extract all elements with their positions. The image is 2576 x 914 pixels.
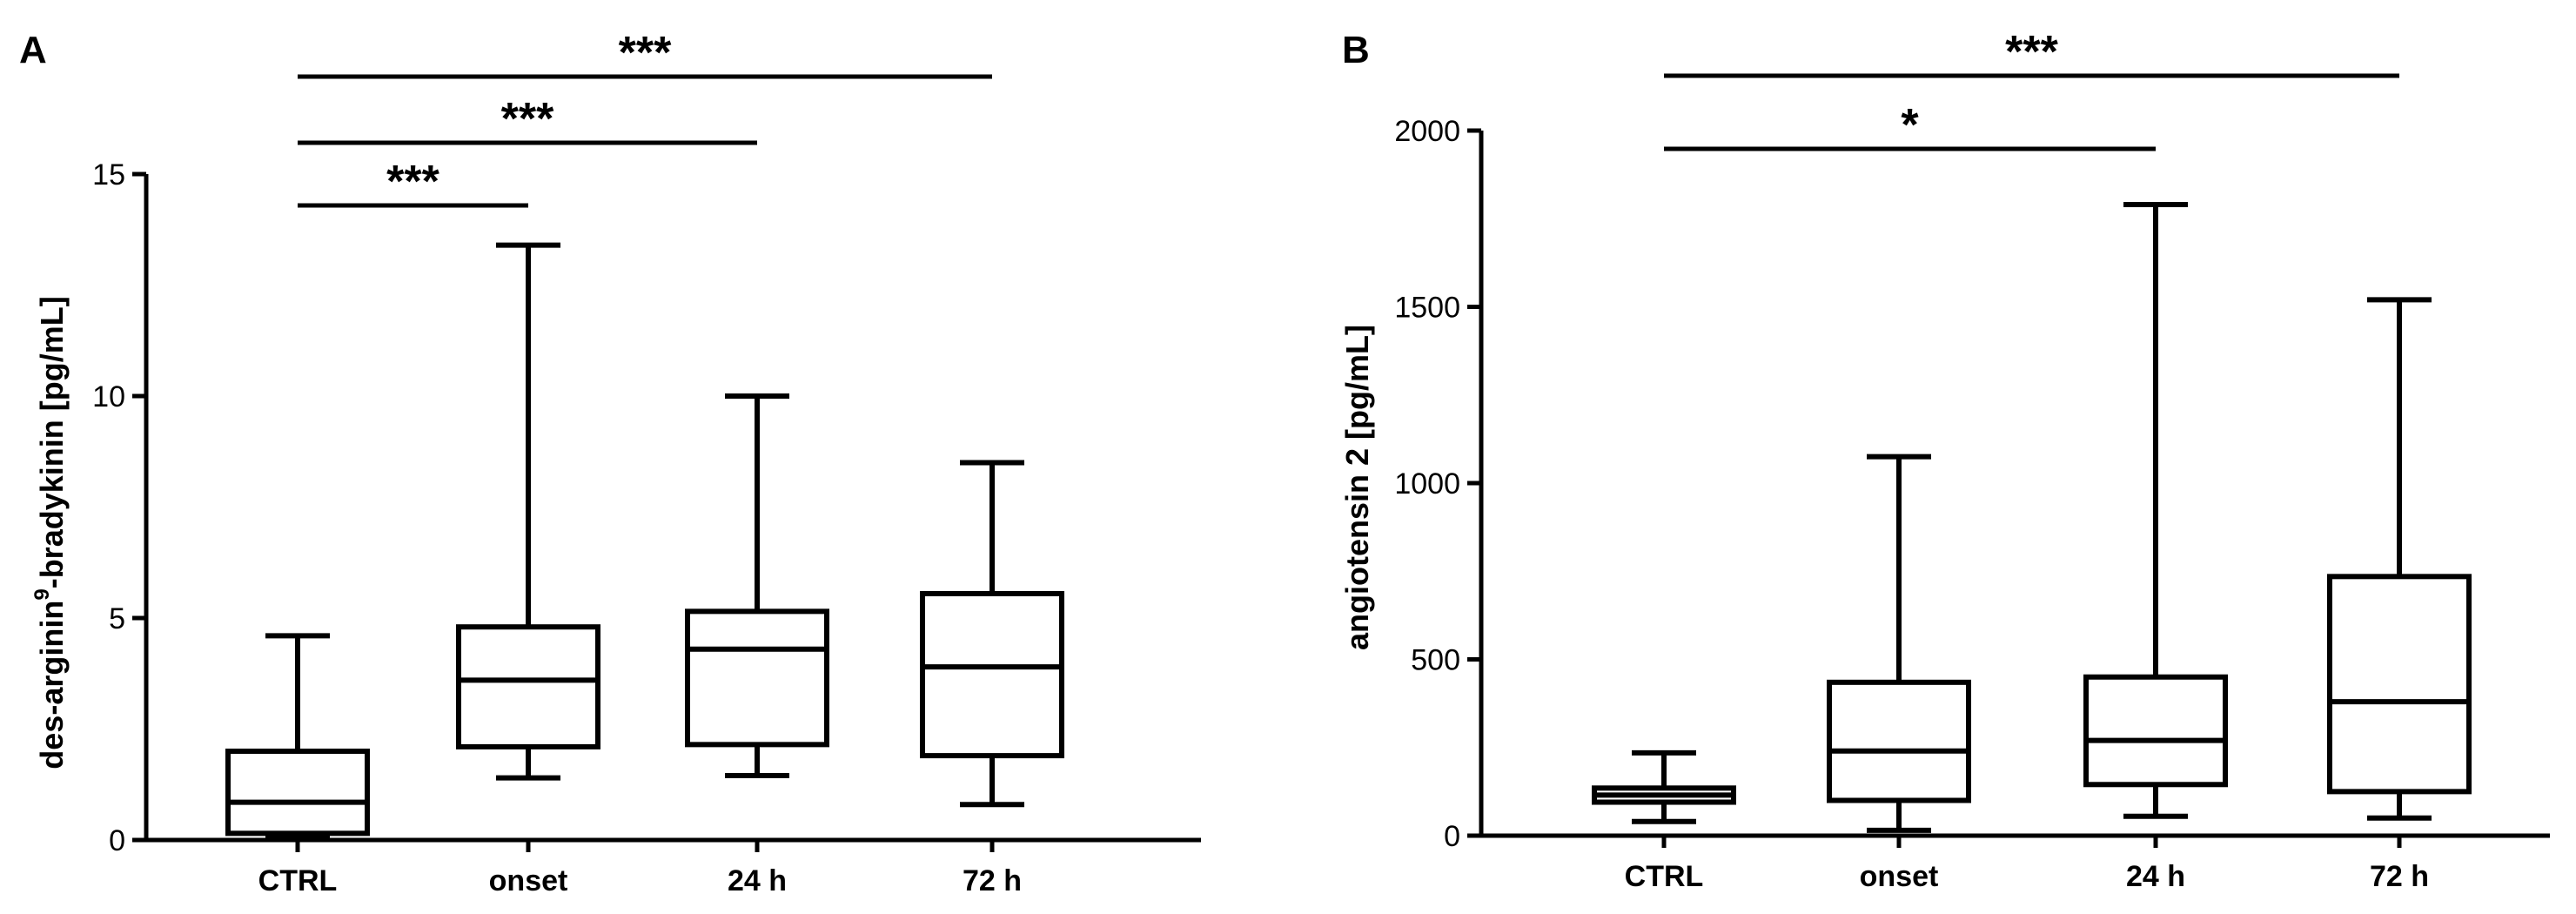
x-tick-label: 24 h bbox=[2126, 860, 2185, 893]
iqr-box bbox=[456, 624, 600, 749]
x-tick-label: 72 h bbox=[963, 864, 1022, 897]
iqr-box bbox=[1827, 679, 1971, 803]
box-plots bbox=[1592, 202, 2472, 833]
significance-brackets: *** *** *** bbox=[298, 28, 992, 208]
significance-stars: * bbox=[1901, 100, 1919, 151]
y-tick-label: 0 bbox=[109, 824, 125, 857]
significance-stars: *** bbox=[386, 157, 439, 207]
significance-stars: *** bbox=[501, 94, 554, 144]
y-tick-label: 1500 bbox=[1394, 292, 1460, 325]
box-onset bbox=[1827, 454, 1971, 833]
box-72-h bbox=[2327, 297, 2472, 821]
box-ctrl bbox=[1592, 749, 1736, 824]
iqr-box bbox=[685, 608, 829, 748]
y-axis-label: des-arginin9-bradykinin [pg/mL] bbox=[30, 296, 70, 769]
y-tick-label: 15 bbox=[92, 158, 125, 192]
x-tick-label: onset bbox=[489, 864, 568, 897]
box-72-h bbox=[920, 460, 1064, 808]
panel-b: B angiotensin 2 [pg/mL] 0 500 1000 1500 2000… bbox=[1339, 27, 2550, 893]
box-24-h bbox=[685, 393, 829, 779]
significance-stars: *** bbox=[619, 28, 672, 78]
box-ctrl bbox=[225, 633, 370, 841]
significance-brackets: **** bbox=[1664, 27, 2399, 151]
y-tick-label: 1000 bbox=[1394, 467, 1460, 501]
iqr-box bbox=[2083, 674, 2228, 788]
box-plots bbox=[225, 242, 1064, 841]
x-tick-label: onset bbox=[1860, 860, 1939, 893]
y-tick-label: 0 bbox=[1444, 820, 1460, 853]
panel-label: A bbox=[19, 29, 47, 71]
axes: 0 500 1000 1500 2000 CTRL onset 24 h 72 h bbox=[1394, 115, 2550, 893]
x-tick-label: 24 h bbox=[728, 864, 787, 897]
x-tick-label: CTRL bbox=[258, 864, 338, 897]
box-24-h bbox=[2083, 202, 2228, 819]
significance-stars: *** bbox=[2005, 27, 2058, 77]
y-tick-label: 5 bbox=[109, 602, 125, 635]
iqr-box bbox=[2327, 574, 2472, 795]
iqr-box bbox=[225, 749, 370, 837]
y-axis-label: angiotensin 2 [pg/mL] bbox=[1339, 325, 1375, 650]
x-tick-label: CTRL bbox=[1625, 860, 1704, 893]
x-tick-label: 72 h bbox=[2370, 860, 2429, 893]
y-tick-label: 10 bbox=[92, 380, 125, 413]
iqr-box bbox=[920, 590, 1064, 759]
panel-label: B bbox=[1342, 29, 1370, 71]
panel-a: A des-arginin9-bradykinin [pg/mL] 0 5 10 15… bbox=[19, 28, 1201, 897]
y-tick-label: 2000 bbox=[1394, 115, 1460, 148]
box-onset bbox=[456, 242, 600, 781]
y-tick-label: 500 bbox=[1411, 644, 1460, 677]
